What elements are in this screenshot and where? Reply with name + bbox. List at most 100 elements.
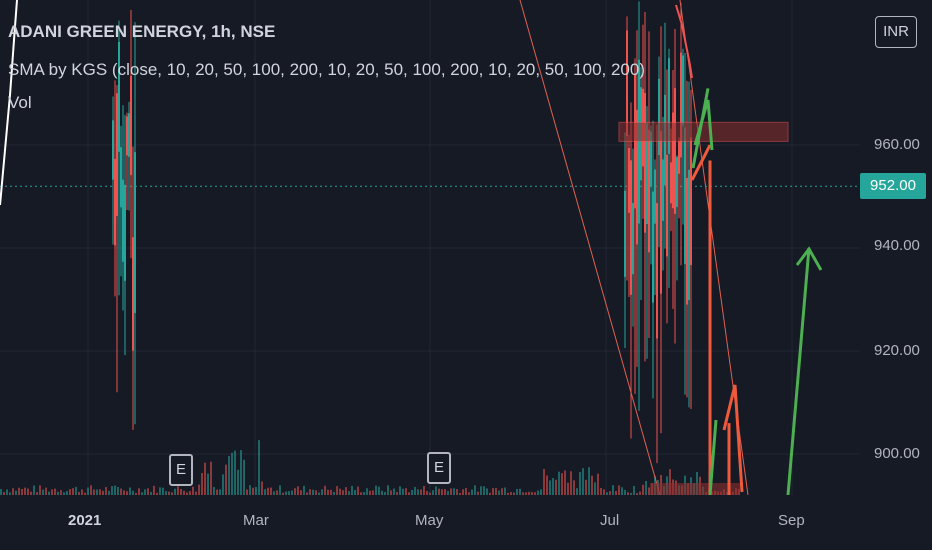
volume-bar xyxy=(219,489,221,495)
candle-body xyxy=(116,93,118,217)
volume-bar xyxy=(198,484,200,495)
candle-body xyxy=(656,203,658,339)
volume-bar xyxy=(144,489,146,495)
volume-bar xyxy=(117,487,119,495)
candle-body xyxy=(644,92,646,233)
volume-bar xyxy=(369,490,371,495)
volume-bar xyxy=(216,489,218,495)
price-tick-label: 940.00 xyxy=(874,237,920,254)
volume-bar xyxy=(60,490,62,495)
volume-bar xyxy=(417,489,419,495)
volume-bar xyxy=(252,487,254,495)
sma-indicator-legend[interactable]: SMA by KGS (close, 10, 20, 50, 100, 200,… xyxy=(8,60,645,79)
volume-bar xyxy=(432,490,434,495)
candle-body xyxy=(666,154,668,257)
volume-bar xyxy=(636,492,638,495)
volume-bar xyxy=(255,486,257,495)
volume-bar xyxy=(48,491,50,495)
candle-body xyxy=(690,137,692,266)
volume-bar xyxy=(69,489,71,495)
volume-bar xyxy=(528,491,530,495)
candle-body xyxy=(122,179,124,262)
volume-bar xyxy=(234,450,236,495)
volume-bar xyxy=(336,486,338,495)
time-axis[interactable] xyxy=(0,495,860,550)
volume-bar xyxy=(222,474,224,495)
volume-bar xyxy=(276,490,278,495)
volume-bar xyxy=(516,489,518,495)
volume-bar xyxy=(642,484,644,495)
volume-bar xyxy=(477,491,479,495)
volume-bar xyxy=(156,492,158,495)
candle-body xyxy=(684,127,686,265)
volume-bar xyxy=(282,492,284,495)
volume-bar xyxy=(480,486,482,495)
volume-bar xyxy=(405,488,407,495)
volume-bar xyxy=(123,490,125,495)
up-arrow-head xyxy=(693,99,714,151)
volume-bar xyxy=(669,469,671,495)
volume-bar xyxy=(30,491,32,495)
volume-bar xyxy=(165,491,167,495)
price-axis[interactable]: 960.00 940.00 920.00 900.00 xyxy=(860,0,932,550)
volume-bar xyxy=(600,487,602,495)
volume-bar xyxy=(312,489,314,495)
volume-bar xyxy=(510,492,512,495)
currency-button[interactable]: INR xyxy=(875,16,917,48)
volume-bar xyxy=(114,485,116,495)
volume-bar xyxy=(372,490,374,495)
arrow-head xyxy=(722,384,744,493)
volume-bar xyxy=(84,492,86,495)
volume-bar xyxy=(489,492,491,495)
volume-bar xyxy=(6,489,8,495)
volume-bar xyxy=(438,488,440,495)
volume-bar xyxy=(447,491,449,495)
volume-bar xyxy=(588,467,590,495)
volume-bar xyxy=(213,487,215,495)
chart-area[interactable] xyxy=(0,0,860,496)
volume-bar xyxy=(258,440,260,495)
volume-bar xyxy=(549,480,551,495)
volume-indicator-legend[interactable]: Vol xyxy=(8,93,32,112)
volume-bar xyxy=(621,487,623,495)
volume-bar xyxy=(627,492,629,495)
volume-bar xyxy=(240,450,242,495)
candle-body xyxy=(626,30,628,137)
time-tick-label: Jul xyxy=(600,512,620,529)
volume-bar xyxy=(54,488,56,495)
volume-bar xyxy=(108,490,110,495)
candle-body xyxy=(678,141,680,174)
price-chart-canvas[interactable] xyxy=(0,0,860,496)
volume-bar xyxy=(102,490,104,495)
candle-body xyxy=(120,147,122,208)
resistance-zone xyxy=(618,121,789,142)
volume-bar xyxy=(609,491,611,495)
volume-bar xyxy=(195,491,197,495)
volume-bar xyxy=(132,490,134,495)
up-arrow-head xyxy=(795,246,823,271)
volume-bar xyxy=(453,488,455,495)
candle-body xyxy=(628,147,630,213)
volume-bar xyxy=(96,489,98,495)
volume-bar xyxy=(87,487,89,495)
volume-bar xyxy=(435,486,437,495)
volume-bar xyxy=(591,475,593,495)
volume-bar xyxy=(519,488,521,495)
symbol-title[interactable]: ADANI GREEN ENERGY, 1h, NSE xyxy=(8,22,276,41)
volume-bar xyxy=(327,489,329,495)
earnings-marker-icon[interactable]: E xyxy=(427,452,451,484)
volume-bar xyxy=(45,487,47,495)
volume-bar xyxy=(237,469,239,495)
volume-bar xyxy=(567,482,569,495)
volume-bar xyxy=(0,489,2,495)
volume-bar xyxy=(126,491,128,495)
volume-bar xyxy=(9,492,11,495)
volume-bar xyxy=(384,491,386,495)
volume-bar xyxy=(576,488,578,495)
volume-bar xyxy=(507,492,509,495)
earnings-marker-icon[interactable]: E xyxy=(169,454,193,486)
volume-bar xyxy=(273,491,275,495)
volume-bar xyxy=(624,489,626,495)
volume-bar xyxy=(558,471,560,495)
candle-body xyxy=(636,109,638,245)
